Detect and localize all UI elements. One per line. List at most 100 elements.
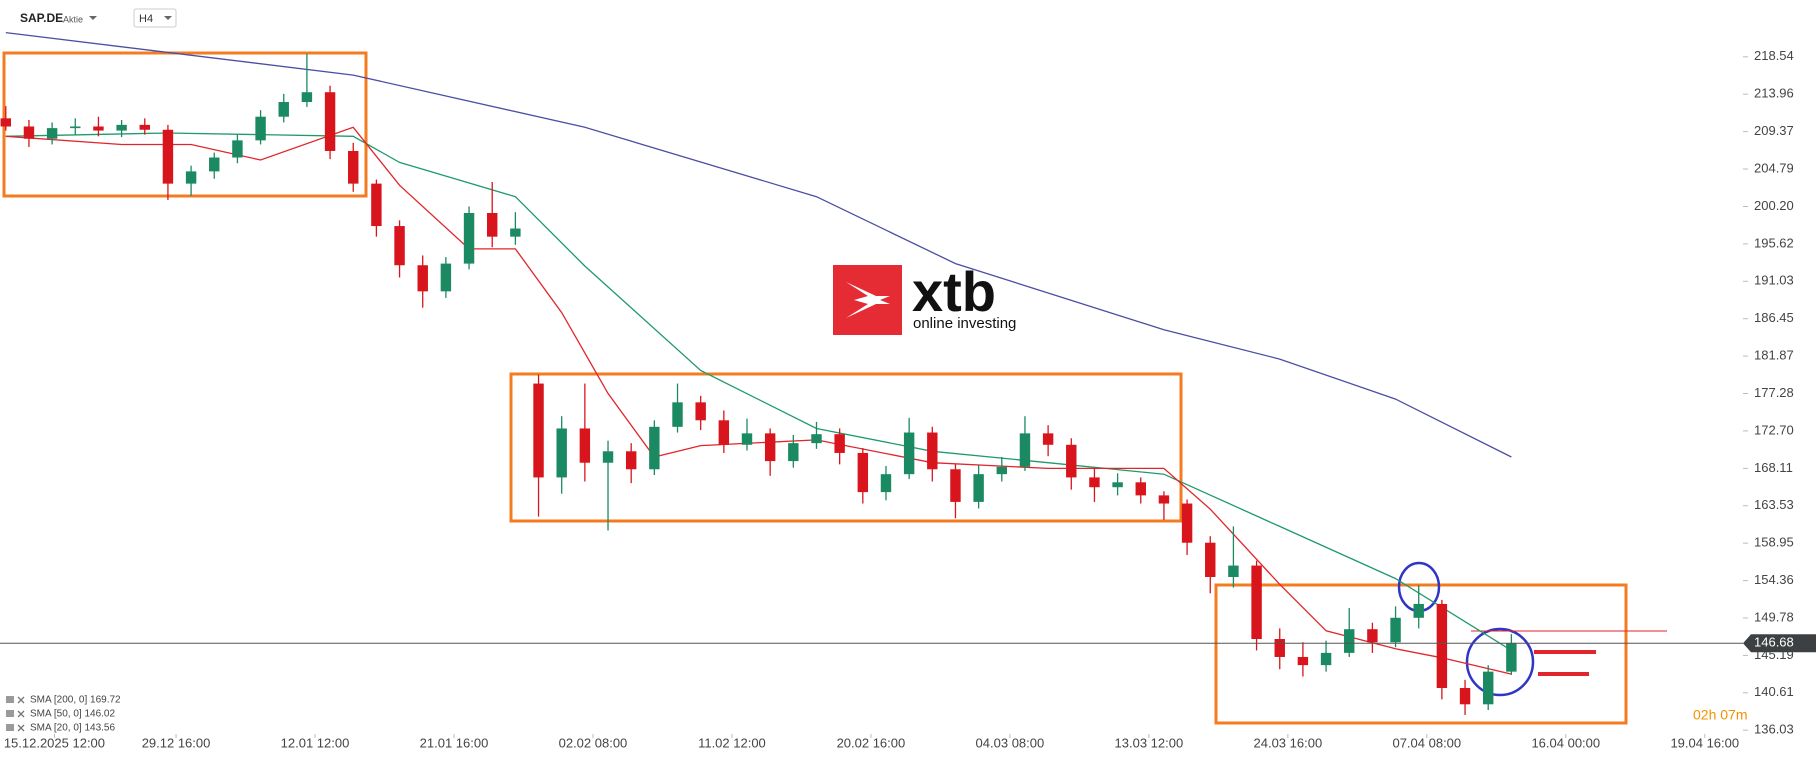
candle-body [1413,603,1424,618]
annotations [2,51,1667,725]
y-tick-label: 154.36 [1754,572,1794,587]
candle-body [857,452,869,493]
candle-body [139,124,150,130]
candle-body [649,426,660,470]
candle-body [996,466,1008,475]
y-tick-label: 149.78 [1754,609,1794,624]
sma-line [5,132,1512,651]
last-price-tag [1743,634,1816,653]
candle-body [579,428,591,463]
candle-body [162,129,174,184]
y-tick-label: 204.79 [1754,160,1794,175]
range-box [1214,583,1628,725]
dropdown-arrow [164,16,172,20]
logo: xtb online investing [833,260,1016,335]
y-tick-label: 200.20 [1754,198,1794,213]
logo-text: xtb [912,260,996,323]
candle-body [232,140,243,158]
candle-body [1251,565,1262,640]
candle-body [46,128,58,139]
countdown: 02h 07m [1693,707,1747,723]
candle-body [1459,687,1471,705]
candle-body [510,228,521,237]
y-tick-label: 218.54 [1754,48,1794,63]
candle-body [116,124,127,131]
candle-body [440,263,452,292]
candle-body [348,150,359,184]
y-tick-label: 181.87 [1754,348,1794,363]
candle-body [324,92,336,151]
candle-body [1228,565,1239,577]
x-tick-label: 15.12.2025 12:00 [4,735,105,750]
y-tick-label: 186.45 [1754,310,1794,325]
candle-body [1274,639,1285,657]
x-tick-label: 29.12 16:00 [142,735,211,750]
candle-body [1506,643,1517,672]
legend-entry: SMA [20, 0] 143.56 [30,723,115,734]
candle-body [1367,629,1378,643]
candle-body [672,402,683,427]
y-tick-label: 177.28 [1754,385,1794,400]
timeframe-select[interactable] [133,8,177,28]
candle-body [1158,495,1170,504]
x-tick-label: 12.01 12:00 [281,735,350,750]
candle-body [301,92,313,103]
x-tick-label: 19.04 16:00 [1670,735,1739,750]
candle-body [811,434,822,444]
x-tick-label: 02.02 08:00 [559,735,628,750]
range-box [509,372,1183,523]
candle-body [371,183,382,227]
candle-body [185,171,197,184]
legend-icon [6,710,14,717]
plot: 218.54 213.96 209.37 204.79 200.20 195.62 191.… [0,31,1816,750]
candle-body [741,433,753,445]
candle-body [1112,482,1123,488]
dropdown-arrow[interactable] [89,16,97,20]
legend-close [17,724,25,732]
candle-body [278,102,289,117]
y-tick-label: 158.95 [1754,535,1794,550]
instrument-type: Aktie [63,14,83,24]
x-tick-label: 11.02 12:00 [698,735,766,750]
candle-body [880,474,892,493]
candle-body [903,432,915,475]
candle-body [950,469,961,502]
candle-body [486,213,498,237]
candle-body [625,451,637,470]
candle-body [23,126,35,139]
y-tick-label: 213.96 [1754,86,1794,101]
candle-body [394,226,405,266]
x-tick-label: 21.01 16:00 [420,735,489,750]
candle-body [70,126,81,129]
y-tick-label: 172.70 [1754,422,1794,437]
legend-entry: SMA [200, 0] 169.72 [30,695,121,706]
candle-body [0,118,12,127]
legend-close [17,710,25,718]
candle-body [93,126,104,131]
candle-body [209,157,220,172]
x-tick-label: 20.02 16:00 [837,735,906,750]
candle-body [1042,433,1054,445]
candle-body [834,434,845,453]
candle-body [1181,503,1193,543]
logo-icon [846,282,890,318]
symbol: SAP.DE [20,11,63,25]
candle-body [1019,433,1031,467]
candle-body [973,474,984,502]
candle-body [764,433,776,462]
legend-entry: SMA [50, 0] 146.02 [30,709,115,720]
legend-icon [6,696,14,703]
legend-close [17,696,25,704]
candle-body [255,116,266,141]
candle-body [718,420,730,445]
candle-body [1320,652,1332,666]
x-tick-label: 24.03 16:00 [1254,735,1323,750]
x-tick-label: 04.03 08:00 [976,735,1045,750]
candle-body [1482,671,1494,705]
y-tick-label: 163.53 [1754,497,1794,512]
candle-body [602,451,614,463]
candle-body [1436,603,1448,688]
candle-body [788,443,799,462]
y-tick-label: 140.61 [1754,684,1794,699]
